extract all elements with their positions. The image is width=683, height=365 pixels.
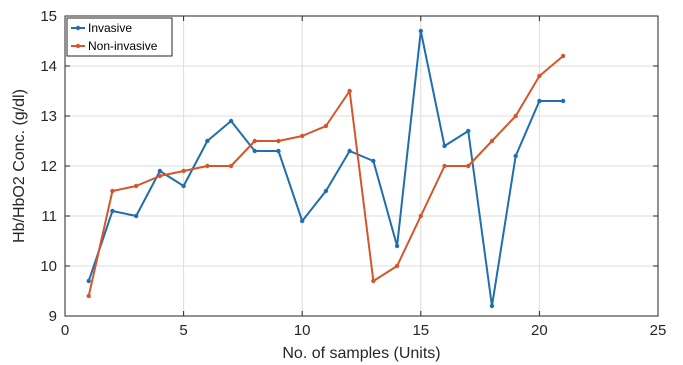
data-point xyxy=(537,73,542,79)
data-point xyxy=(489,303,495,309)
data-point xyxy=(394,243,400,249)
data-point xyxy=(181,183,186,189)
series-2 xyxy=(86,53,566,299)
y-tick-label: 13 xyxy=(40,108,57,125)
data-point xyxy=(300,133,305,139)
data-point xyxy=(323,188,329,194)
y-tick-label: 9 xyxy=(49,308,57,325)
data-point xyxy=(442,163,447,169)
data-point xyxy=(133,183,139,189)
legend-marker xyxy=(75,43,81,49)
x-tick-label: 5 xyxy=(179,322,187,339)
legend-item: Non-invasive xyxy=(71,39,158,53)
x-axis: 0 5 10 15 20 25 xyxy=(61,16,667,339)
data-point xyxy=(110,188,115,194)
legend: Invasive Non-invasive xyxy=(66,17,173,57)
legend-label: Invasive xyxy=(88,21,132,35)
data-point xyxy=(466,163,471,169)
data-point xyxy=(86,278,91,284)
x-tick-label: 0 xyxy=(61,322,69,339)
data-point xyxy=(489,138,495,144)
y-tick-label: 10 xyxy=(40,258,57,275)
data-point xyxy=(323,123,329,129)
data-point xyxy=(418,213,423,219)
data-point xyxy=(513,153,518,159)
data-point xyxy=(157,173,163,179)
x-tick-label: 25 xyxy=(650,322,667,339)
y-tick-label: 11 xyxy=(41,208,57,225)
y-tick-label: 12 xyxy=(40,158,57,175)
data-point xyxy=(228,118,234,124)
data-point xyxy=(133,213,139,219)
series-layer xyxy=(86,28,566,309)
data-point xyxy=(442,143,447,149)
legend-box xyxy=(66,17,173,57)
legend-item: Invasive xyxy=(71,21,132,35)
data-point xyxy=(560,53,566,59)
data-point xyxy=(537,98,542,104)
data-point xyxy=(513,113,518,119)
data-point xyxy=(371,278,376,284)
data-point xyxy=(276,138,281,144)
data-point xyxy=(418,28,423,34)
y-tick-label: 15 xyxy=(40,8,57,25)
data-point xyxy=(466,128,471,134)
data-point xyxy=(205,163,210,169)
data-point xyxy=(157,168,163,174)
data-point xyxy=(300,218,305,224)
legend-marker xyxy=(75,25,81,31)
data-point xyxy=(252,148,257,154)
x-tick-label: 20 xyxy=(531,322,548,339)
data-point xyxy=(347,88,352,94)
x-axis-label: No. of samples (Units) xyxy=(282,345,440,362)
y-axis-label: Hb/HbO2 Conc. (g/dl) xyxy=(11,89,28,243)
data-point xyxy=(394,263,400,269)
data-point xyxy=(560,98,566,104)
legend-label: Non-invasive xyxy=(88,39,158,53)
data-point xyxy=(347,148,352,154)
data-point xyxy=(252,138,257,144)
data-point xyxy=(276,148,281,154)
x-tick-label: 15 xyxy=(412,322,429,339)
x-tick-label: 10 xyxy=(294,322,311,339)
series-1 xyxy=(86,28,566,309)
data-point xyxy=(86,293,91,299)
data-point xyxy=(110,208,115,214)
y-axis: 9 10 11 12 13 14 15 xyxy=(40,8,658,325)
data-point xyxy=(371,158,376,164)
y-tick-label: 14 xyxy=(40,58,57,75)
data-point xyxy=(205,138,210,144)
data-point xyxy=(228,163,234,169)
data-point xyxy=(181,168,186,174)
